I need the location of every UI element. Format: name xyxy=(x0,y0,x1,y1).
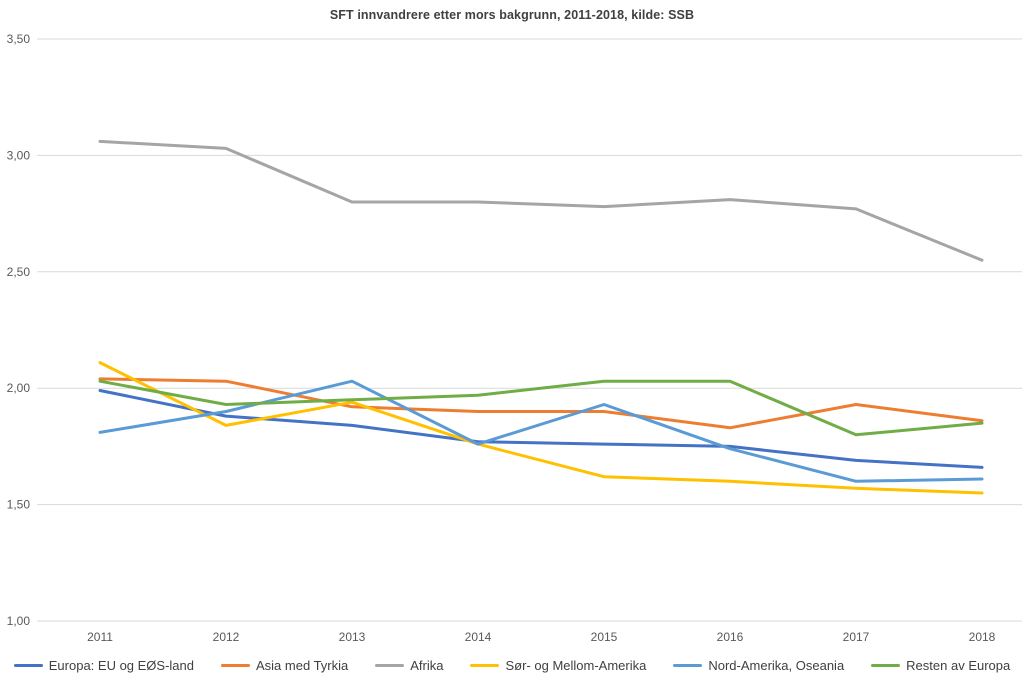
legend-marker-icon xyxy=(221,664,250,667)
x-tick-label-2015: 2015 xyxy=(591,630,618,644)
series-line-nord-amerika-oseania xyxy=(98,379,984,483)
y-tick-label: 2,00 xyxy=(7,381,31,395)
x-tick-label-2012: 2012 xyxy=(213,630,240,644)
series-line-europa-eu-og-e-s-land xyxy=(98,389,984,469)
legend-label: Resten av Europa xyxy=(906,658,1011,673)
series-line-s-r-og-mellom-amerika xyxy=(98,361,984,495)
x-tick-label-2013: 2013 xyxy=(339,630,366,644)
chart-title: SFT innvandrere etter mors bakgrunn, 201… xyxy=(329,8,695,22)
series-line-resten-av-europa xyxy=(98,379,984,437)
series-line-afrika xyxy=(98,139,984,262)
x-tick-label-2011: 2011 xyxy=(87,630,113,644)
legend-item-s-r-og-mellom-amerika: Sør- og Mellom-Amerika xyxy=(470,658,646,673)
legend-marker-icon xyxy=(13,664,43,667)
y-tick-label: 3,50 xyxy=(7,32,31,46)
legend-label: Asia med Tyrkia xyxy=(256,658,349,673)
series-line-asia-med-tyrkia xyxy=(98,377,984,430)
x-tick-label-2018: 2018 xyxy=(969,630,996,644)
legend-label: Europa: EU og EØS-land xyxy=(48,658,194,673)
legend: Europa: EU og EØS-land Asia med Tyrkia Afr… xyxy=(0,658,1024,673)
legend-marker-icon xyxy=(470,664,500,667)
legend-item-nord-amerika-oseania: Nord-Amerika, Oseania xyxy=(673,658,844,673)
y-tick-label: 1,50 xyxy=(7,498,31,512)
y-tick-label: 2,50 xyxy=(7,265,31,279)
legend-item-afrika: Afrika xyxy=(375,658,443,673)
legend-item-europa-eu-og-e-s-land: Europa: EU og EØS-land xyxy=(13,658,194,673)
y-tick-label: 1,00 xyxy=(7,614,31,628)
legend-item-resten-av-europa: Resten av Europa xyxy=(871,658,1010,673)
legend-item-asia-med-tyrkia: Asia med Tyrkia xyxy=(221,658,348,673)
legend-marker-icon xyxy=(375,664,405,667)
x-tick-label-2016: 2016 xyxy=(717,630,744,644)
x-tick-label-2014: 2014 xyxy=(465,630,492,644)
legend-label: Sør- og Mellom-Amerika xyxy=(505,658,647,673)
legend-marker-icon xyxy=(871,664,901,667)
legend-label: Afrika xyxy=(410,658,444,673)
plot-area: 1,00 1,50 2,00 2,50 3,00 3,50 2011 2012 2013 2014… xyxy=(7,32,1022,644)
legend-label: Nord-Amerika, Oseania xyxy=(708,658,845,673)
legend-marker-icon xyxy=(673,664,703,667)
y-tick-label: 3,00 xyxy=(7,148,31,162)
x-tick-label-2017: 2017 xyxy=(843,630,870,644)
